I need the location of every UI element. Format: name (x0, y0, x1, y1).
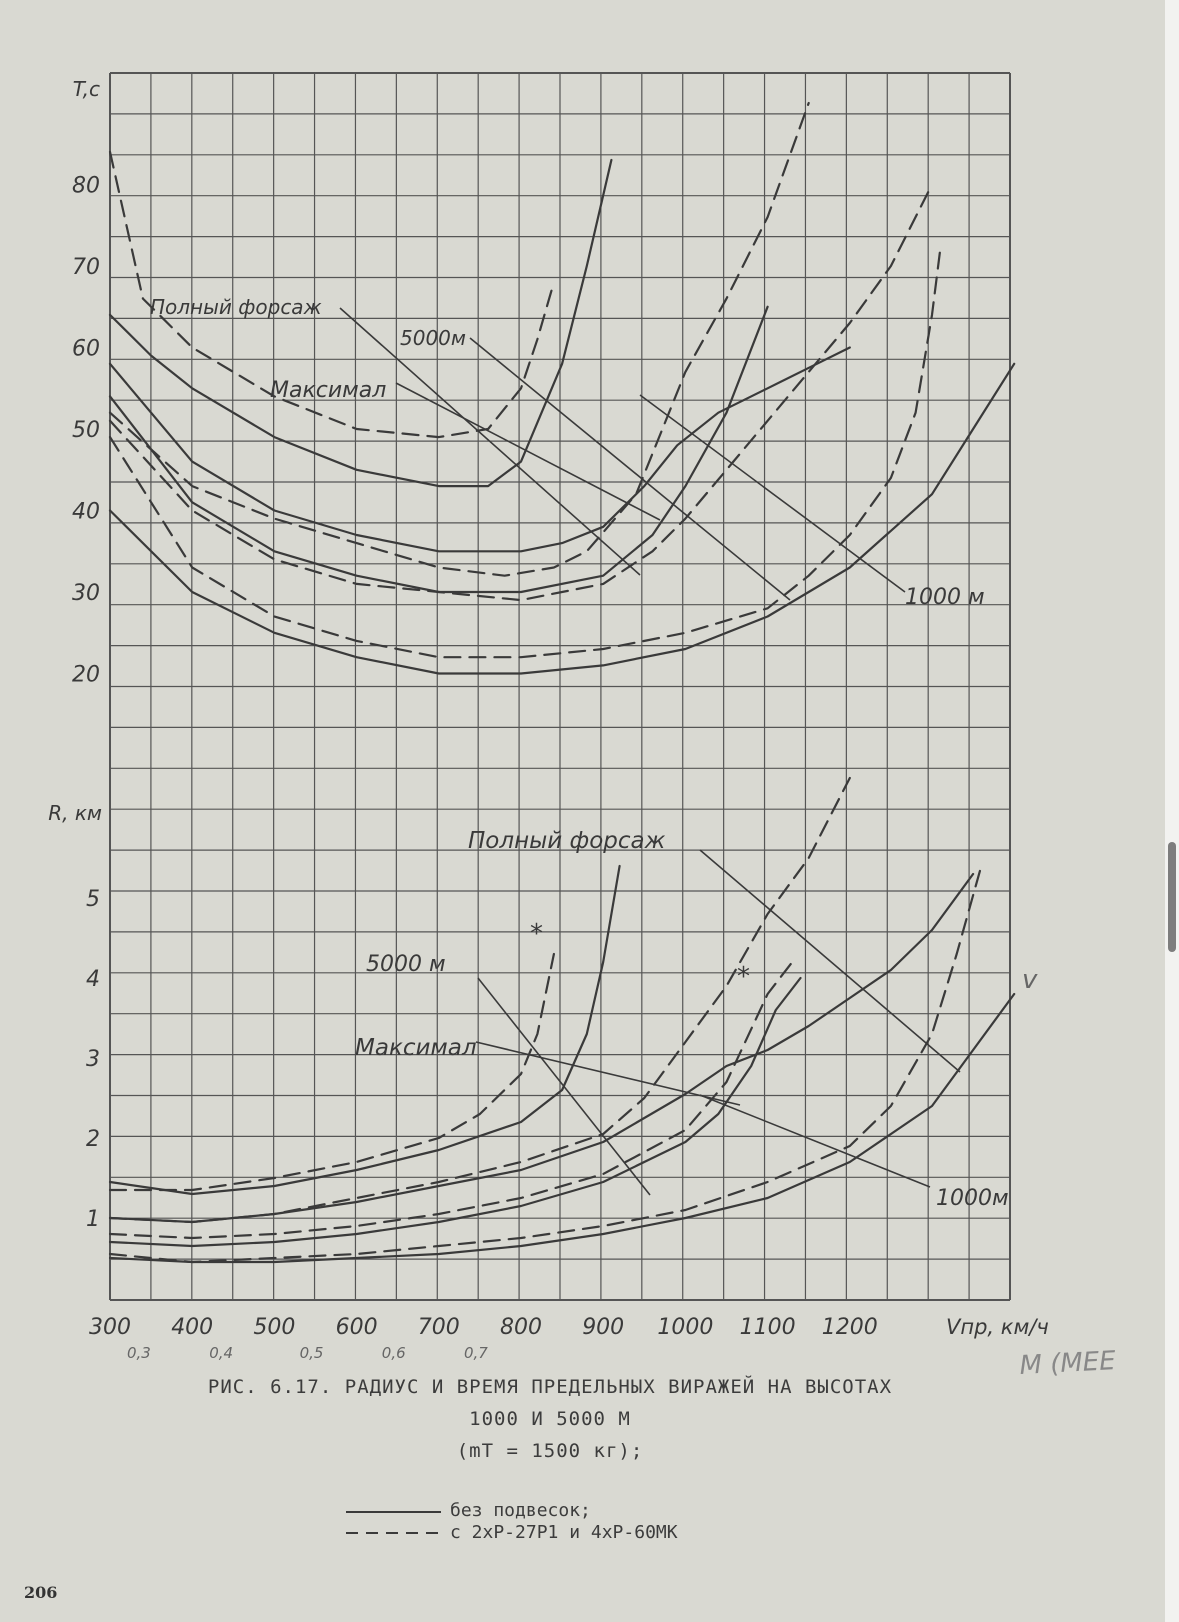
leader-bottom-full-afterburner (699, 849, 961, 1073)
mach-tick-label: 0,3 (127, 1344, 151, 1362)
y-axis-label-top: T,c (73, 77, 100, 101)
handwritten-note: M (МЕЕ (1019, 1346, 1117, 1381)
y-tick-label-top: 80 (72, 174, 100, 199)
chart-svg: 20 30 40 50 60 70 80 T,c 1 2 3 4 5 R, км 300 400 500 600 7… (48, 72, 1117, 1381)
y-tick-label-bottom: 5 (86, 887, 100, 912)
x-axis-label: Vпр, км/ч (946, 1315, 1049, 1339)
mach-tick-label: 0,7 (464, 1344, 488, 1362)
leader-top-full-afterburner (339, 307, 641, 576)
label-bottom-full-afterburner: Полный форсаж (468, 828, 666, 854)
x-tick-label: 900 (582, 1315, 624, 1340)
top-series-5 (108, 183, 934, 602)
top-series-4 (108, 305, 769, 594)
caption-line-1: РИС. 6.17. РАДИУС И ВРЕМЯ ПРЕДЕЛЬНЫХ ВИР… (207, 1376, 893, 1398)
x-tick-label: 1200 (822, 1315, 878, 1340)
bottom-series-1 (108, 864, 621, 1196)
y-tick-label-top: 50 (72, 418, 100, 443)
legend-solid-label: без подвесок; (450, 1500, 591, 1521)
top-series-7 (108, 362, 1016, 675)
legend-dashed-label: с 2xP-27P1 и 4xP-60МК (450, 1522, 678, 1543)
y-tick-label-top: 70 (72, 255, 100, 280)
top-series-3 (108, 346, 851, 553)
y-tick-label-bottom: 1 (86, 1207, 100, 1232)
top-series-2 (108, 101, 810, 577)
bottom-series-6 (108, 864, 983, 1264)
asterisk-mark-1: * (530, 919, 543, 949)
label-top-5000m: 5000м (400, 326, 466, 350)
caption-line-3: (mT = 1500 кг); (456, 1440, 644, 1462)
x-tick-label: 300 (89, 1315, 131, 1340)
x-tick-label: 1100 (740, 1315, 796, 1340)
leader-top-maximal (395, 382, 661, 521)
label-bottom-5000m: 5000 м (366, 952, 446, 977)
leader-bottom-1000m (699, 1094, 931, 1188)
y-tick-label-top: 30 (72, 581, 100, 606)
asterisk-mark-2: * (737, 962, 750, 992)
y-tick-label-top: 20 (72, 663, 100, 688)
mach-tick-label: 0,6 (382, 1344, 406, 1362)
y-tick-label-top: 60 (72, 337, 100, 362)
label-bottom-maximal: Максимал (355, 1035, 477, 1061)
leader-bottom-5000m (477, 977, 651, 1196)
x-tick-label: 500 (253, 1315, 295, 1340)
y-tick-label-bottom: 2 (86, 1127, 100, 1152)
caption-line-2: 1000 И 5000 М (469, 1408, 631, 1430)
scrollbar-thumb[interactable] (1168, 842, 1176, 952)
y-tick-label-bottom: 4 (86, 967, 100, 992)
x-tick-label: 700 (418, 1315, 460, 1340)
bottom-series-7 (108, 992, 1016, 1264)
legend-line-samples (346, 1511, 441, 1534)
bottom-series-3 (108, 872, 975, 1224)
mach-tick-label: 0,5 (300, 1344, 324, 1362)
label-top-full-afterburner: Полный форсаж (150, 295, 322, 319)
leader-bottom-maximal (475, 1041, 741, 1106)
scrollbar-track[interactable] (1165, 0, 1179, 1622)
leader-top-1000m (639, 394, 906, 593)
label-top-1000m: 1000 м (905, 585, 985, 610)
y-tick-label-bottom: 3 (86, 1047, 100, 1072)
x-tick-label: 1000 (657, 1315, 713, 1340)
x-tick-label: 400 (171, 1315, 213, 1340)
bottom-series-4 (108, 960, 794, 1240)
label-bottom-1000m: 1000м (936, 1186, 1009, 1211)
label-top-maximal: Максимал (270, 378, 386, 403)
x-tick-label: 800 (500, 1315, 542, 1340)
top-series-1 (108, 158, 613, 488)
mach-tick-label: 0,4 (209, 1344, 233, 1362)
top-series-6 (108, 248, 942, 659)
bottom-series-5 (108, 976, 802, 1248)
page-number: 206 (24, 1583, 58, 1602)
bottom-series-0 (108, 952, 555, 1192)
top-series-0 (108, 150, 555, 439)
y-tick-label-top: 40 (72, 500, 100, 525)
leader-top-5000m (469, 337, 791, 601)
y-axis-label-bottom: R, км (48, 801, 102, 825)
x-tick-label: 600 (336, 1315, 378, 1340)
handwritten-v-mark: v (1022, 965, 1038, 995)
